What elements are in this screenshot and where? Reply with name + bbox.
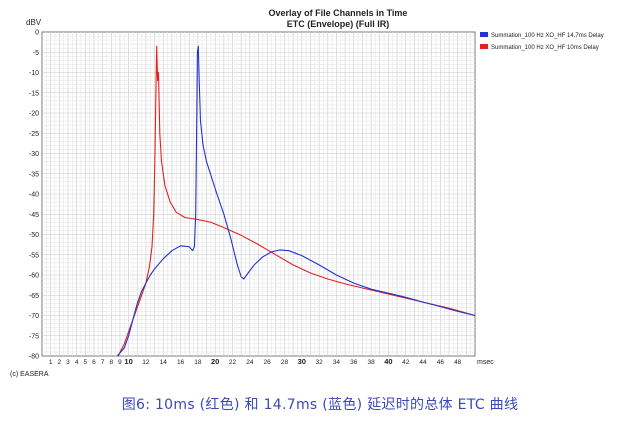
grid-lines [42,32,475,356]
y-tick-label: -15 [29,90,39,97]
y-tick-label: 0 [35,30,39,37]
x-tick-label: 20 [211,357,219,366]
x-tick-label: 24 [246,359,254,366]
figure-caption: 图6: 10ms (红色) 和 14.7ms (蓝色) 延迟时的总体 ETC 曲… [121,397,519,413]
x-tick-label: 9 [118,359,122,366]
x-tick-label: 38 [367,359,375,366]
series-line [116,45,476,357]
chart-title: Overlay of File Channels in Time [269,8,408,18]
legend-swatch [480,44,488,49]
y-tick-label: -55 [29,252,39,259]
x-tick-label: 3 [66,359,70,366]
x-tick-label: 10 [124,357,132,366]
series-line [117,45,476,357]
x-tick-label: 30 [298,357,306,366]
series-layer [116,45,476,357]
y-tick-label: -70 [29,313,39,320]
y-tick-label: -65 [29,293,39,300]
x-tick-label: 22 [229,359,237,366]
x-tick-label: 26 [264,359,272,366]
legend-swatch [480,32,488,37]
x-tick-label: 7 [101,359,105,366]
x-tick-label: 1 [49,359,53,366]
x-tick-label: 12 [142,359,150,366]
y-tick-label: -25 [29,131,39,138]
x-tick-label: 48 [454,359,462,366]
x-tick-label: 34 [333,359,341,366]
etc-chart: Overlay of File Channels in Time ETC (En… [10,8,604,378]
y-axis-label: dBV [26,18,42,27]
x-tick-label: 42 [402,359,410,366]
x-tick-label: 4 [75,359,79,366]
x-tick-label: 14 [160,359,168,366]
legend: Summation_100 Hz XO_HF 14,7ms Delay Summa… [480,32,604,51]
y-tick-label: -30 [29,151,39,158]
y-tick-label: -5 [33,50,39,57]
x-tick-label: 8 [109,359,113,366]
x-tick-label: 32 [316,359,324,366]
x-tick-label: 46 [437,359,445,366]
chart-subtitle: ETC (Envelope) (Full IR) [287,19,390,29]
x-tick-label: 40 [384,357,392,366]
y-tick-label: -40 [29,192,39,199]
x-tick-label: 44 [419,359,427,366]
axes: 0 -5 -10 -15 -20 -25 -30 -35 -40 -45 -50 -55 -60 -65 -… [29,30,462,367]
y-tick-label: -20 [29,111,39,118]
x-tick-label: 16 [177,359,185,366]
x-tick-label: 6 [92,359,96,366]
y-tick-label: -45 [29,212,39,219]
app-credit-label: (c) EASERA [10,371,49,378]
x-axis-label: msec [477,359,494,366]
x-tick-label: 5 [83,359,87,366]
x-tick-label: 36 [350,359,358,366]
y-tick-label: -60 [29,273,39,280]
y-tick-label: -10 [29,70,39,77]
y-tick-label: -50 [29,232,39,239]
x-tick-label: 28 [281,359,289,366]
legend-label: Summation_100 Hz XO_HF 14,7ms Delay [491,33,604,39]
y-tick-label: -35 [29,171,39,178]
legend-label: Summation_100 Hz XO_HF 10ms Delay [491,45,599,51]
x-tick-label: 18 [194,359,202,366]
y-tick-label: -80 [29,354,39,361]
y-tick-label: -75 [29,333,39,340]
x-tick-label: 2 [58,359,62,366]
